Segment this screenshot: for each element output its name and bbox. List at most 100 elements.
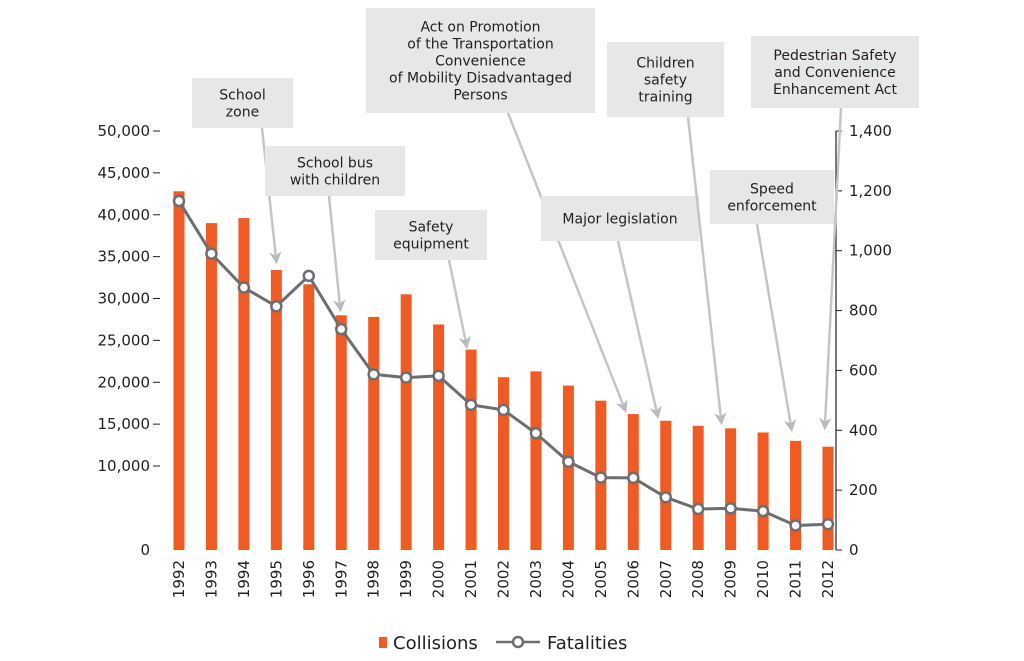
legend: Collisions Fatalities xyxy=(379,633,627,654)
fatalities-point xyxy=(497,403,510,417)
y-right-tick-label: 400 xyxy=(849,421,878,439)
fatalities-point xyxy=(821,518,835,531)
annotation-text: of the Transportation xyxy=(407,37,553,53)
axes: 0 10,000 15,000 20,000 25,000 30,000 35,000 40,… xyxy=(98,122,892,598)
x-tick-label: 2005 xyxy=(592,560,610,598)
x-tick-label: 1997 xyxy=(332,560,350,598)
fatalities-point xyxy=(367,368,380,381)
y-left-tick-label: 40,000 xyxy=(98,206,151,224)
y-left-tick-label: 15,000 xyxy=(98,415,151,433)
bar-collisions xyxy=(822,446,834,550)
annotation-box xyxy=(265,146,405,196)
fatalities-point xyxy=(335,322,348,336)
y-left-tick-label: 30,000 xyxy=(98,290,151,308)
annotation-text: Speed xyxy=(750,182,794,198)
x-tick-label: 2006 xyxy=(624,560,642,598)
annotation-arrow xyxy=(819,107,843,431)
bar-collisions xyxy=(238,218,250,550)
bar-collisions xyxy=(368,316,380,550)
annotation-box xyxy=(375,210,487,260)
annotation-arrow xyxy=(616,240,662,420)
bar-collisions xyxy=(303,284,315,550)
fatalities-point xyxy=(529,427,543,440)
bar-collisions xyxy=(790,440,802,550)
bar-collisions xyxy=(270,270,282,550)
annotation-arrow xyxy=(447,259,471,350)
fatalities-point xyxy=(302,269,316,283)
y-right-tick-label: 600 xyxy=(849,361,878,379)
bar-collisions xyxy=(205,223,217,550)
x-tick-label: 2003 xyxy=(527,560,545,598)
y-right-tick-label: 200 xyxy=(849,481,878,499)
y-left-tick-label: 35,000 xyxy=(98,248,151,266)
x-tick-label: 1996 xyxy=(300,560,318,598)
legend-swatch-fatalities-marker xyxy=(511,635,525,649)
annotation-box xyxy=(607,42,724,117)
x-tick-label: 2009 xyxy=(722,560,740,598)
annotation-box xyxy=(751,36,919,108)
annotation-text: Persons xyxy=(453,88,507,104)
annotation-text: Children xyxy=(636,56,694,72)
annotation-arrow xyxy=(327,195,346,313)
y-left-tick-label: 0 xyxy=(140,541,150,559)
fatalities-point xyxy=(432,369,445,383)
annotation-text: Pedestrian Safety xyxy=(773,48,896,64)
annotation-text: School bus xyxy=(297,156,373,172)
fatalities-point xyxy=(756,504,770,518)
bar-collisions xyxy=(173,191,185,551)
legend-swatch-collisions xyxy=(379,637,387,648)
annotation-text: and Convenience xyxy=(774,65,895,81)
annotation-text: School xyxy=(219,88,265,104)
fatalities-point xyxy=(659,491,672,504)
bar-collisions xyxy=(400,294,412,550)
fatalities-point xyxy=(627,471,640,485)
x-tick-label: 2012 xyxy=(819,560,837,598)
annotation-text: equipment xyxy=(393,237,469,253)
annotation-text: enforcement xyxy=(727,199,817,215)
annotation-text: with children xyxy=(290,173,380,189)
x-tick-label: 2001 xyxy=(462,560,480,598)
y-right-tick-label: 0 xyxy=(849,541,859,559)
bar-collisions xyxy=(692,425,704,550)
x-tick-label: 2004 xyxy=(559,560,577,598)
y-left-tick-label: 45,000 xyxy=(98,164,151,182)
x-tick-label: 2008 xyxy=(689,560,707,598)
x-tick-label: 1998 xyxy=(365,560,383,598)
fatalities-point xyxy=(724,502,737,515)
annotation-arrow xyxy=(755,223,797,433)
y-right-tick-label: 800 xyxy=(849,302,878,320)
fatalities-point xyxy=(789,519,802,532)
x-tick-label: 2000 xyxy=(430,560,448,598)
annotation-text: safety xyxy=(644,73,687,89)
annotation-text: Enhancement Act xyxy=(773,82,897,98)
x-tick-label: 2007 xyxy=(657,560,675,598)
fatalities-point xyxy=(562,455,575,468)
annotation-text: Act on Promotion xyxy=(420,20,540,36)
annotation-text: Major legislation xyxy=(562,212,677,228)
x-tick-label: 1994 xyxy=(235,560,253,598)
bar-collisions xyxy=(725,428,737,550)
annotation-text: training xyxy=(638,90,692,106)
x-tick-label: 1995 xyxy=(267,560,285,598)
x-tick-label: 2011 xyxy=(787,560,805,598)
bar-collisions xyxy=(498,377,509,550)
annotation-arrow xyxy=(686,116,727,426)
annotation-box xyxy=(366,8,595,113)
fatalities-point xyxy=(464,398,478,412)
fatalities-point xyxy=(205,247,218,260)
x-tick-label: 1992 xyxy=(170,560,188,598)
bar-collisions xyxy=(465,349,477,550)
fatalities-point xyxy=(691,502,705,516)
bar-collisions xyxy=(660,420,672,550)
fatalities-point xyxy=(399,371,413,384)
fatalities-point xyxy=(172,194,186,208)
annotation-box xyxy=(710,170,834,224)
annotation-box xyxy=(541,196,699,241)
annotation-text: zone xyxy=(226,105,259,121)
annotation-box xyxy=(192,78,293,128)
x-tick-label: 2002 xyxy=(495,560,513,598)
annotation-arrow xyxy=(506,112,628,413)
x-tick-label: 2010 xyxy=(754,560,772,598)
